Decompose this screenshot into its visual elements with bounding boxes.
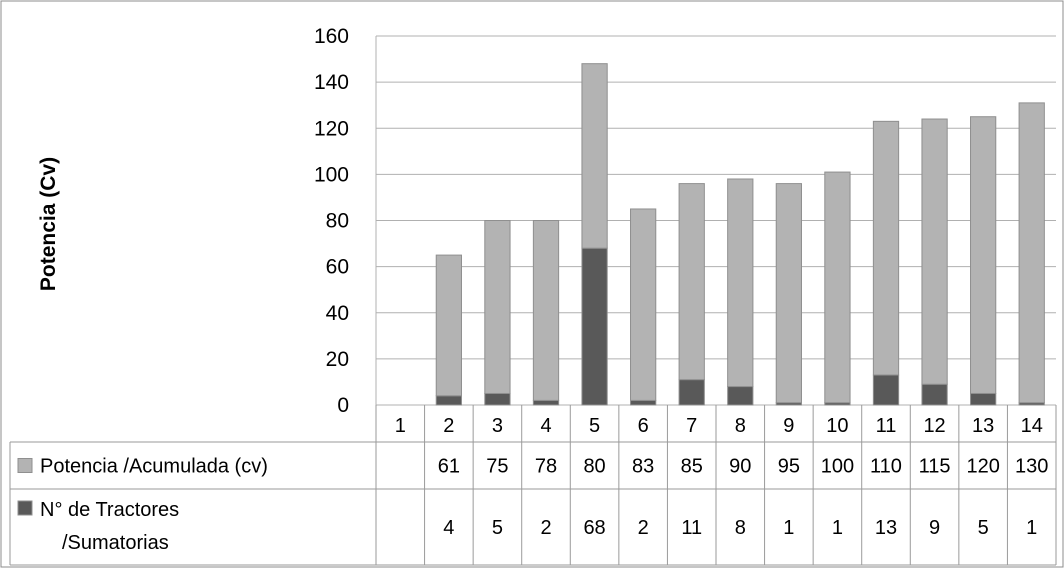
table-cell-value: 78 (535, 456, 557, 478)
bar-series0-cat8 (727, 386, 754, 406)
y-axis-label: Potencia (Cv) (37, 157, 60, 291)
legend-label: Potencia /Acumulada (cv) (40, 456, 268, 478)
x-tick-label: 11 (876, 415, 897, 437)
bar-series0-cat6 (630, 399, 657, 406)
table-cell-value: 61 (438, 456, 460, 478)
y-tick-label: 120 (314, 117, 349, 140)
table-cell-value: 110 (870, 456, 902, 478)
x-tick-label: 5 (589, 415, 600, 437)
y-tick-label: 0 (337, 394, 349, 417)
bar-series1-cat2 (435, 254, 462, 397)
legend-swatch (17, 458, 33, 473)
table-cell-value: 2 (638, 517, 649, 539)
y-tick-label: 60 (326, 256, 349, 279)
x-tick-label: 10 (826, 415, 848, 437)
bar-series1-cat8 (727, 178, 754, 388)
bar-series1-cat6 (630, 208, 657, 401)
bar-series0-cat5 (581, 247, 608, 406)
table-cell-value: 68 (583, 517, 605, 539)
table-cell-value: 1 (783, 517, 794, 539)
x-tick-label: 1 (395, 415, 406, 437)
table-cell-value: 80 (583, 456, 605, 478)
x-tick-label: 2 (443, 415, 454, 437)
x-tick-label: 9 (783, 415, 794, 437)
bar-series1-cat11 (872, 120, 900, 376)
bar-series0-cat2 (435, 395, 462, 406)
table-cell-value: 90 (729, 456, 751, 478)
x-tick-label: 13 (972, 415, 994, 437)
table-cell-value: 13 (875, 517, 897, 539)
legend-label: /Sumatorias (62, 532, 169, 554)
legend-swatch (17, 500, 33, 516)
x-tick-label: 8 (735, 415, 746, 437)
y-tick-label: 80 (326, 210, 349, 233)
bar-series0-cat4 (532, 399, 560, 406)
x-tick-label: 3 (492, 415, 503, 437)
table-cell-value: 4 (443, 517, 454, 539)
bar-series1-cat10 (824, 171, 851, 404)
table-cell-value: 130 (1015, 456, 1048, 478)
table-cell-value: 5 (492, 517, 503, 539)
bar-series1-cat4 (532, 220, 560, 401)
bar-series0-cat3 (484, 392, 511, 406)
table-cell-value: 115 (919, 456, 951, 478)
bar-series1-cat12 (921, 118, 948, 385)
table-cell-value: 5 (978, 517, 989, 539)
table-cell-value: 11 (681, 517, 702, 539)
y-tick-label: 100 (314, 163, 349, 186)
x-tick-label: 12 (923, 415, 945, 437)
bar-series1-cat14 (1018, 102, 1045, 404)
y-tick-label: 40 (326, 302, 349, 325)
x-tick-label: 4 (540, 415, 551, 437)
y-tick-label: 140 (314, 71, 349, 94)
table-cell-value: 1 (1026, 517, 1037, 539)
table-cell-value: 75 (486, 456, 508, 478)
table-cell-value: 120 (966, 456, 999, 478)
bar-series1-cat9 (775, 183, 802, 404)
table-cell-value: 100 (821, 456, 854, 478)
table-cell-value: 8 (735, 517, 746, 539)
table-cell-value: 85 (681, 456, 703, 478)
table-cell-value: 95 (778, 456, 800, 478)
table-cell-value: 2 (540, 517, 551, 539)
x-tick-label: 7 (686, 415, 697, 437)
bar-series0-cat7 (678, 379, 705, 406)
x-tick-label: 6 (638, 415, 649, 437)
table-cell-value: 1 (832, 517, 843, 539)
table-cell-value: 83 (632, 456, 654, 478)
legend-label: N° de Tractores (40, 499, 179, 521)
table-cell-value: 9 (929, 517, 940, 539)
bar-series1-cat5 (581, 63, 608, 249)
bar-series0-cat13 (970, 392, 997, 406)
bar-series1-cat3 (484, 220, 511, 394)
x-tick-label: 14 (1021, 415, 1043, 437)
bar-series0-cat11 (872, 374, 900, 406)
bar-series0-cat12 (921, 383, 948, 406)
bar-series1-cat13 (970, 116, 997, 394)
y-tick-label: 160 (314, 25, 349, 48)
y-tick-label: 20 (326, 348, 349, 371)
bar-series1-cat7 (678, 183, 705, 381)
